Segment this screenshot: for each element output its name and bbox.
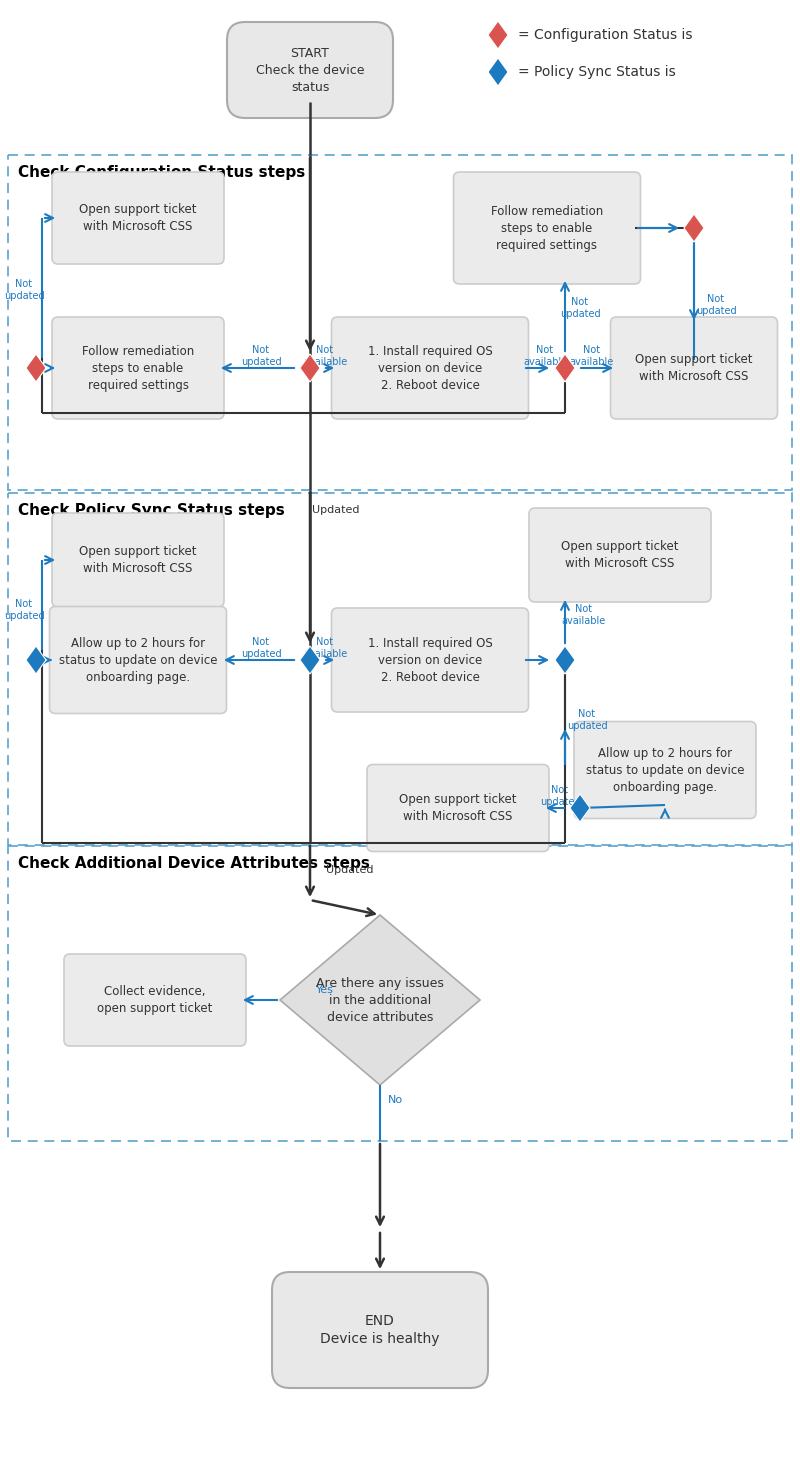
FancyBboxPatch shape [50, 607, 226, 713]
Text: Not
updated: Not updated [540, 786, 580, 806]
Text: = Configuration Status is: = Configuration Status is [518, 28, 693, 42]
Polygon shape [300, 354, 320, 382]
Text: No: No [387, 1095, 402, 1105]
FancyBboxPatch shape [52, 172, 224, 264]
FancyBboxPatch shape [52, 316, 224, 418]
FancyBboxPatch shape [529, 507, 711, 602]
Text: Open support ticket
with Microsoft CSS: Open support ticket with Microsoft CSS [79, 545, 197, 574]
Text: Not
available: Not available [303, 346, 347, 367]
Polygon shape [280, 916, 480, 1085]
FancyBboxPatch shape [331, 316, 529, 418]
Text: END
Device is healthy: END Device is healthy [320, 1314, 440, 1346]
Text: Not
updated: Not updated [560, 297, 600, 319]
Polygon shape [488, 58, 508, 86]
FancyBboxPatch shape [64, 954, 246, 1045]
FancyBboxPatch shape [52, 513, 224, 607]
Text: = Policy Sync Status is: = Policy Sync Status is [518, 66, 676, 79]
Text: Allow up to 2 hours for
status to update on device
onboarding page.: Allow up to 2 hours for status to update… [586, 746, 744, 793]
Text: Open support ticket
with Microsoft CSS: Open support ticket with Microsoft CSS [399, 793, 517, 822]
Text: Check Configuration Status steps: Check Configuration Status steps [18, 165, 306, 179]
Text: Not
available: Not available [562, 604, 606, 625]
FancyBboxPatch shape [574, 722, 756, 818]
Polygon shape [555, 646, 575, 674]
Polygon shape [555, 354, 575, 382]
FancyBboxPatch shape [367, 764, 549, 851]
Polygon shape [26, 646, 46, 674]
Text: Not
available: Not available [570, 346, 614, 367]
Text: Follow remediation
steps to enable
required settings: Follow remediation steps to enable requi… [82, 344, 194, 392]
Bar [8, 493, 792, 846]
FancyBboxPatch shape [454, 172, 641, 284]
Text: Updated: Updated [312, 504, 360, 515]
Polygon shape [300, 646, 320, 674]
Text: Open support ticket
with Microsoft CSS: Open support ticket with Microsoft CSS [79, 203, 197, 233]
Text: Collect evidence,
open support ticket: Collect evidence, open support ticket [98, 986, 213, 1015]
Text: Open support ticket
with Microsoft CSS: Open support ticket with Microsoft CSS [562, 539, 678, 570]
Polygon shape [26, 354, 46, 382]
FancyBboxPatch shape [610, 316, 778, 418]
Polygon shape [570, 795, 590, 822]
FancyBboxPatch shape [272, 1271, 488, 1388]
Text: 1. Install required OS
version on device
2. Reboot device: 1. Install required OS version on device… [368, 637, 492, 684]
Text: Not
updated: Not updated [566, 709, 607, 730]
Text: Updated: Updated [326, 865, 374, 875]
Text: Not
updated: Not updated [241, 637, 282, 659]
Bar [8, 846, 792, 1142]
Text: Are there any issues
in the additional
device attributes: Are there any issues in the additional d… [316, 977, 444, 1024]
Text: Check Policy Sync Status steps: Check Policy Sync Status steps [18, 503, 285, 518]
Text: Not
updated: Not updated [4, 278, 44, 300]
FancyBboxPatch shape [331, 608, 529, 712]
Bar [8, 155, 792, 490]
Text: Allow up to 2 hours for
status to update on device
onboarding page.: Allow up to 2 hours for status to update… [58, 637, 218, 684]
Text: Yes: Yes [316, 986, 334, 994]
Text: Open support ticket
with Microsoft CSS: Open support ticket with Microsoft CSS [635, 353, 753, 383]
Text: Not
available: Not available [523, 346, 567, 367]
Polygon shape [684, 214, 704, 242]
Text: Check Additional Device Attributes steps: Check Additional Device Attributes steps [18, 856, 370, 870]
FancyBboxPatch shape [227, 22, 393, 118]
Polygon shape [488, 20, 508, 50]
Text: Not
updated: Not updated [241, 346, 282, 367]
Text: Not
updated: Not updated [4, 599, 44, 621]
Text: Not
available: Not available [303, 637, 347, 659]
Text: 1. Install required OS
version on device
2. Reboot device: 1. Install required OS version on device… [368, 344, 492, 392]
Text: Follow remediation
steps to enable
required settings: Follow remediation steps to enable requi… [491, 204, 603, 251]
Text: Not
updated: Not updated [696, 295, 736, 316]
Text: START
Check the device
status: START Check the device status [256, 47, 364, 93]
